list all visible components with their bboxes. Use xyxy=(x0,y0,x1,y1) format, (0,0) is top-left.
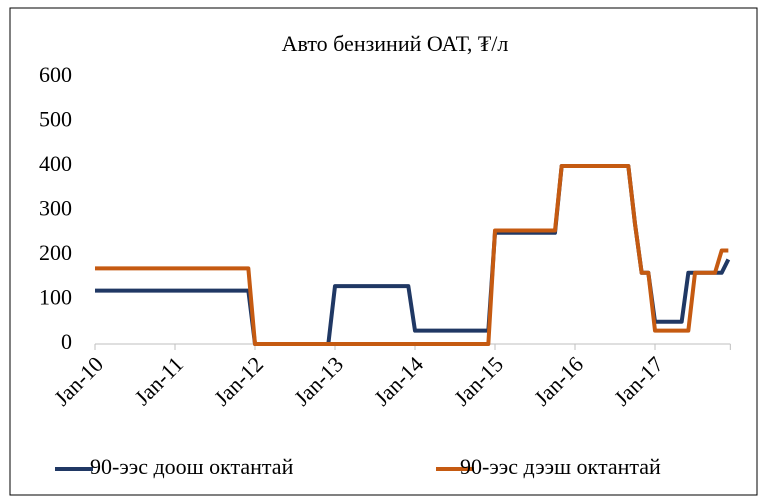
y-tick-label: 300 xyxy=(39,196,72,221)
y-tick-label: 500 xyxy=(39,107,72,132)
legend-label: 90-ээс доош октантай xyxy=(90,454,294,479)
y-tick-label: 400 xyxy=(39,151,72,176)
y-tick-label: 200 xyxy=(39,240,72,265)
chart-frame xyxy=(9,7,758,496)
series-line xyxy=(95,164,729,346)
y-tick-label: 100 xyxy=(39,285,72,310)
legend-label: 90-ээс дээш октантай xyxy=(460,454,661,479)
y-tick-label: 0 xyxy=(61,329,72,354)
y-tick-label: 600 xyxy=(39,62,72,87)
chart-title: Авто бензиний ОАТ, ₮/л xyxy=(282,31,509,56)
